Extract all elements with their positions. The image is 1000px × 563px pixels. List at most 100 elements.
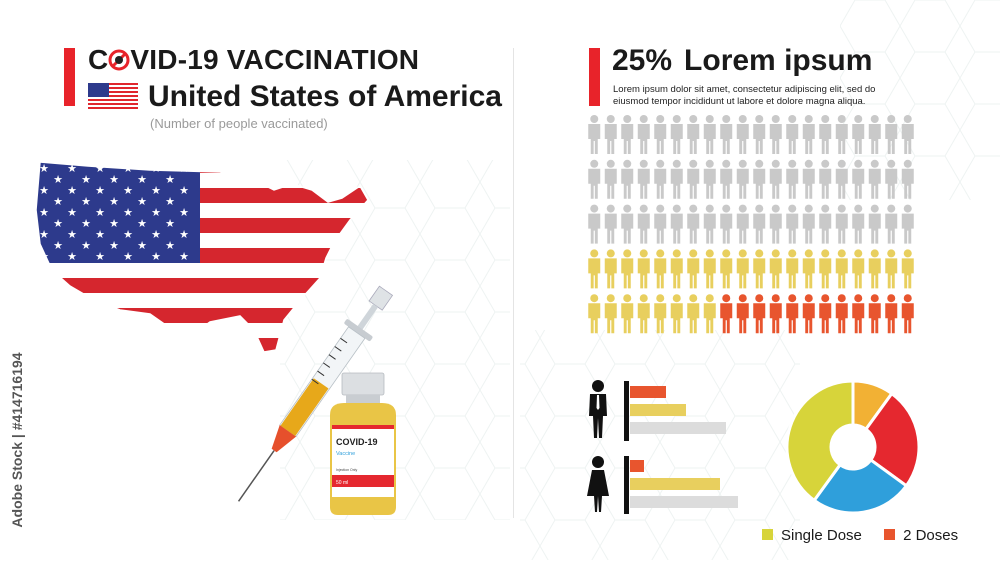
flag-star: ★ — [151, 163, 161, 175]
donut-legend: Single Dose 2 Doses — [762, 527, 976, 544]
person-unvaccinated — [835, 159, 848, 199]
flag-star: ★ — [179, 163, 189, 175]
woman-bar-0 — [630, 460, 644, 472]
person-two-doses — [802, 294, 815, 334]
flag-star: ★ — [67, 251, 77, 263]
person-unvaccinated — [786, 115, 799, 154]
woman-bar-1 — [630, 478, 720, 490]
person-unvaccinated — [687, 115, 700, 154]
person-unvaccinated — [852, 159, 865, 199]
person-unvaccinated — [736, 204, 749, 244]
person-unvaccinated — [769, 204, 782, 244]
person-unvaccinated — [736, 115, 749, 154]
person-unvaccinated — [802, 159, 815, 199]
stat-accent-bar — [589, 48, 600, 106]
person-unvaccinated — [604, 159, 617, 199]
person-unvaccinated — [621, 159, 634, 199]
person-single-dose — [786, 249, 799, 289]
flag-star: ★ — [53, 218, 63, 230]
flag-star: ★ — [179, 229, 189, 241]
flag-star: ★ — [53, 196, 63, 208]
flag-star: ★ — [123, 251, 133, 263]
person-single-dose — [753, 249, 766, 289]
donut-slice-3 — [785, 379, 855, 503]
person-unvaccinated — [901, 159, 914, 199]
man-bar-1 — [630, 404, 686, 416]
person-unvaccinated — [786, 159, 799, 199]
person-unvaccinated — [753, 115, 766, 154]
person-single-dose — [604, 249, 617, 289]
person-single-dose — [852, 249, 865, 289]
person-unvaccinated — [687, 159, 700, 199]
person-single-dose — [720, 249, 733, 289]
person-unvaccinated — [654, 159, 667, 199]
person-unvaccinated — [654, 115, 667, 154]
person-single-dose — [654, 249, 667, 289]
donut-slice-1 — [863, 391, 921, 488]
person-unvaccinated — [786, 204, 799, 244]
person-unvaccinated — [753, 204, 766, 244]
dose-donut-chart — [785, 379, 921, 515]
person-single-dose — [835, 249, 848, 289]
flag-star: ★ — [95, 185, 105, 197]
flag-star: ★ — [137, 218, 147, 230]
person-unvaccinated — [637, 159, 650, 199]
person-unvaccinated — [703, 204, 716, 244]
flag-star: ★ — [81, 196, 91, 208]
person-unvaccinated — [588, 204, 601, 244]
person-unvaccinated — [835, 115, 848, 154]
legend-label-two-doses: 2 Doses — [903, 527, 959, 544]
stat-title: 25% Lorem ipsum — [612, 44, 872, 78]
man-bar-axis — [624, 381, 629, 441]
person-two-doses — [769, 294, 782, 334]
person-two-doses — [868, 294, 881, 334]
vaccine-illustration: COVID-19 Vaccine Injection Only 50 ml — [237, 285, 396, 515]
page-title: C VID-19 VACCINATION — [88, 44, 420, 75]
person-single-dose — [637, 294, 650, 334]
flag-star: ★ — [137, 196, 147, 208]
person-unvaccinated — [885, 159, 898, 199]
watermark: Adobe Stock | #414716194 — [9, 352, 25, 528]
person-unvaccinated — [769, 115, 782, 154]
person-two-doses — [753, 294, 766, 334]
flag-star: ★ — [165, 240, 175, 252]
stat-heading: Lorem ipsum — [684, 44, 873, 77]
flag-star: ★ — [179, 185, 189, 197]
person-unvaccinated — [637, 115, 650, 154]
person-single-dose — [687, 294, 700, 334]
woman-icon — [587, 456, 609, 512]
flag-star: ★ — [67, 163, 77, 175]
syringe-icon — [237, 285, 394, 502]
flag-star: ★ — [95, 251, 105, 263]
usa-flag-icon — [88, 83, 138, 109]
person-unvaccinated — [852, 115, 865, 154]
legend-item-single-dose: Single Dose — [762, 527, 862, 544]
person-single-dose — [868, 249, 881, 289]
person-single-dose — [769, 249, 782, 289]
flag-star: ★ — [165, 196, 175, 208]
vial-label-name: COVID-19 — [336, 437, 378, 447]
flag-star: ★ — [39, 185, 49, 197]
flag-star: ★ — [123, 185, 133, 197]
flag-star: ★ — [109, 218, 119, 230]
person-unvaccinated — [819, 115, 832, 154]
person-single-dose — [621, 249, 634, 289]
flag-star: ★ — [81, 174, 91, 186]
legend-swatch-single-dose — [762, 529, 773, 540]
flag-star: ★ — [123, 207, 133, 219]
flag-star: ★ — [165, 218, 175, 230]
person-single-dose — [885, 249, 898, 289]
flag-star: ★ — [109, 196, 119, 208]
person-unvaccinated — [852, 204, 865, 244]
person-two-doses — [901, 294, 914, 334]
person-unvaccinated — [753, 159, 766, 199]
person-single-dose — [670, 294, 683, 334]
person-single-dose — [621, 294, 634, 334]
person-unvaccinated — [637, 204, 650, 244]
people-pictograph — [588, 115, 914, 334]
flag-star: ★ — [67, 229, 77, 241]
subtitle: (Number of people vaccinated) — [150, 116, 328, 131]
man-icon — [589, 380, 607, 438]
person-unvaccinated — [654, 204, 667, 244]
